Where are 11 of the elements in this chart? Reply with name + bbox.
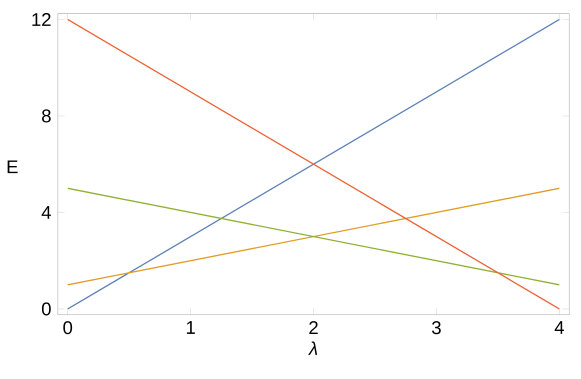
y-tick-label: 8 (42, 109, 51, 122)
y-tick-label: 4 (42, 206, 51, 219)
x-tick-label: 2 (309, 321, 318, 334)
x-tick-label: 3 (432, 321, 441, 334)
x-tick-label: 0 (63, 321, 72, 334)
x-tick-label: 1 (186, 321, 195, 334)
y-tick-label: 12 (32, 13, 51, 26)
x-tick-label: 4 (554, 321, 564, 334)
y-axis-title: E (8, 160, 18, 174)
y-tick-label: 0 (42, 302, 51, 316)
x-axis-title: λ (308, 341, 318, 355)
